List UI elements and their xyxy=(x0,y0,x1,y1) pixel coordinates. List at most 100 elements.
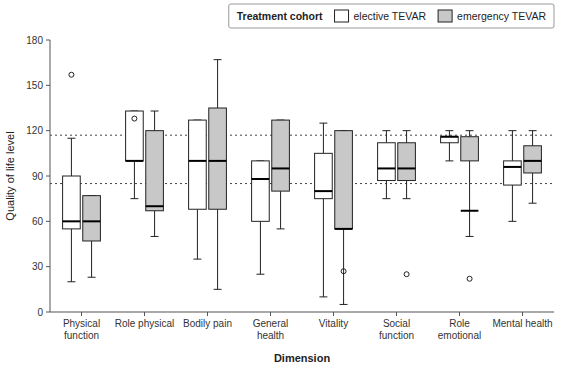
y-tick xyxy=(46,40,50,41)
lower-whisker xyxy=(260,221,261,274)
lower-cap xyxy=(256,274,264,275)
x-tick-label: Roleemotional xyxy=(438,318,481,341)
x-tick-label-line: Social xyxy=(383,318,410,329)
y-tick-label: 180 xyxy=(26,35,43,46)
x-tick xyxy=(144,312,145,316)
chart: 0306090120150180PhysicalfunctionRole phy… xyxy=(0,0,564,370)
box xyxy=(189,120,207,209)
median xyxy=(524,160,542,162)
upper-cap xyxy=(151,111,159,112)
legend-label: elective TEVAR xyxy=(354,10,427,22)
lower-cap xyxy=(445,160,453,161)
box xyxy=(524,146,542,173)
median xyxy=(126,160,144,162)
lower-whisker xyxy=(91,241,92,277)
legend-swatch xyxy=(335,10,349,22)
upper-whisker xyxy=(217,60,218,108)
x-tick-label: Socialfunction xyxy=(379,318,414,341)
x-tick-label-line: function xyxy=(64,330,99,341)
lower-cap xyxy=(130,198,138,199)
x-tick-label: Physicalfunction xyxy=(63,318,100,341)
flier xyxy=(404,272,409,277)
median xyxy=(378,167,396,169)
legend: Treatment cohort elective TEVAR emergency … xyxy=(229,4,554,28)
x-axis: PhysicalfunctionRole physicalBodily pain… xyxy=(63,312,553,341)
median xyxy=(146,205,164,207)
legend-title: Treatment cohort xyxy=(237,10,323,22)
x-tick-label-line: Physical xyxy=(63,318,100,329)
lower-cap xyxy=(193,259,201,260)
lower-whisker xyxy=(134,161,135,199)
lower-cap xyxy=(67,281,75,282)
reference-line xyxy=(50,183,554,184)
x-tick xyxy=(459,312,460,316)
y-tick xyxy=(46,85,50,86)
y-axis-title: Quality of life level xyxy=(4,131,16,220)
lower-cap xyxy=(382,198,390,199)
upper-whisker xyxy=(323,123,324,153)
median xyxy=(189,160,207,162)
lower-cap xyxy=(466,236,474,237)
x-tick xyxy=(522,312,523,316)
lower-whisker xyxy=(217,209,218,289)
upper-whisker xyxy=(386,131,387,143)
lower-whisker xyxy=(512,185,513,221)
x-tick-label-line: Mental health xyxy=(492,318,552,329)
y-axis-line xyxy=(50,40,51,312)
flier xyxy=(69,72,74,77)
upper-cap xyxy=(466,130,474,131)
y-tick xyxy=(46,130,50,131)
lower-cap xyxy=(319,296,327,297)
box xyxy=(441,137,459,143)
legend-label: emergency TEVAR xyxy=(457,10,546,22)
upper-whisker xyxy=(512,131,513,161)
x-tick-label-line: General xyxy=(253,318,289,329)
x-tick-label-line: function xyxy=(379,330,414,341)
upper-whisker xyxy=(532,131,533,146)
median xyxy=(83,220,101,222)
box xyxy=(252,161,270,221)
box-series xyxy=(83,60,542,305)
box xyxy=(378,143,396,181)
median xyxy=(504,166,522,168)
legend-frame xyxy=(229,4,554,28)
y-tick-label: 150 xyxy=(26,80,43,91)
y-tick xyxy=(46,312,50,313)
lower-whisker xyxy=(469,161,470,237)
lower-cap xyxy=(403,198,411,199)
y-tick xyxy=(46,176,50,177)
upper-cap xyxy=(508,130,516,131)
x-tick-label: Role physical xyxy=(115,318,174,329)
x-tick xyxy=(207,312,208,316)
upper-whisker xyxy=(469,131,470,137)
legend-swatch xyxy=(438,10,452,22)
y-tick-label: 60 xyxy=(32,216,44,227)
lower-whisker xyxy=(323,199,324,297)
x-tick-label-line: health xyxy=(257,330,284,341)
x-tick xyxy=(396,312,397,316)
upper-cap xyxy=(382,130,390,131)
box xyxy=(461,137,479,161)
y-tick-label: 90 xyxy=(32,171,44,182)
lower-whisker xyxy=(532,173,533,203)
y-tick-label: 120 xyxy=(26,125,43,136)
upper-cap xyxy=(403,130,411,131)
lower-whisker xyxy=(343,229,344,305)
lower-cap xyxy=(340,304,348,305)
box xyxy=(63,176,81,229)
lower-cap xyxy=(151,236,159,237)
x-tick-label: Vitality xyxy=(319,318,348,329)
y-tick xyxy=(46,221,50,222)
x-tick-label-line: Role physical xyxy=(115,318,174,329)
x-tick-label-line: Bodily pain xyxy=(183,318,232,329)
x-tick xyxy=(81,312,82,316)
box xyxy=(272,120,290,191)
x-tick-label: Bodily pain xyxy=(183,318,232,329)
median xyxy=(335,228,353,230)
lower-cap xyxy=(529,203,537,204)
upper-whisker xyxy=(154,111,155,131)
y-tick-label: 30 xyxy=(32,261,44,272)
box xyxy=(335,131,353,229)
lower-cap xyxy=(214,289,222,290)
box xyxy=(398,143,416,181)
